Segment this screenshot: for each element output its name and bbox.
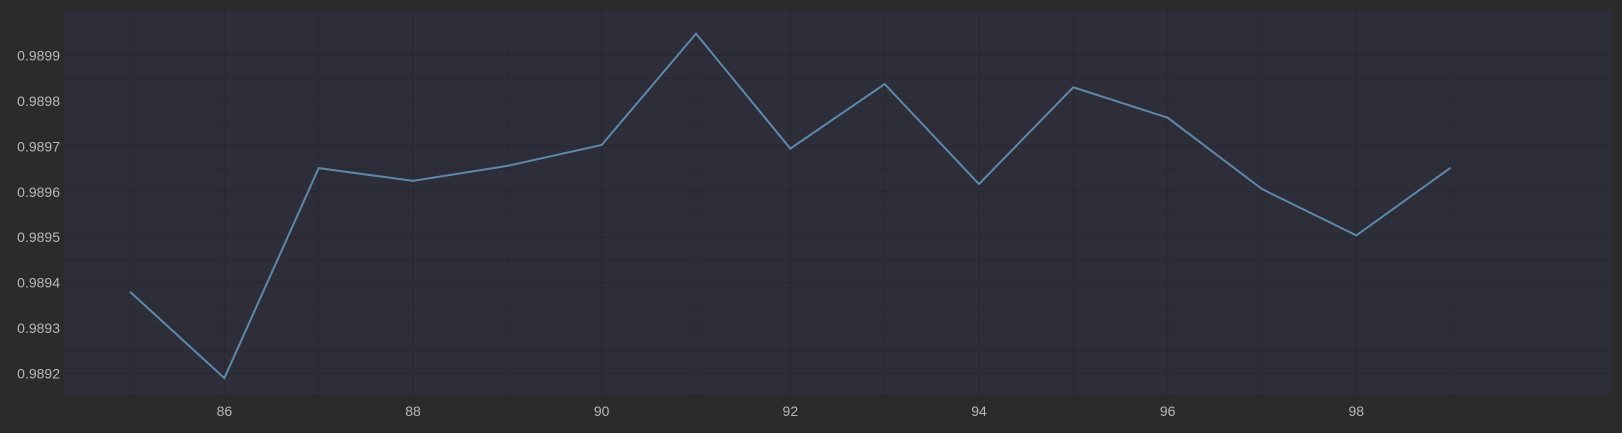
y-tick-label: 0.9895 <box>17 229 60 245</box>
y-tick-label: 0.9899 <box>17 47 60 63</box>
y-tick-label: 0.9892 <box>17 366 60 382</box>
x-tick-label: 90 <box>594 403 610 419</box>
x-tick-label: 96 <box>1160 403 1176 419</box>
plot-area <box>64 10 1611 394</box>
y-tick-label: 0.9898 <box>17 93 60 109</box>
x-axis: 86 88 90 92 94 96 98 <box>217 403 1365 419</box>
y-tick-label: 0.9897 <box>17 138 60 154</box>
x-tick-label: 92 <box>783 403 799 419</box>
y-axis: 0.9892 0.9893 0.9894 0.9895 0.9896 0.9897 0.98… <box>17 47 60 381</box>
y-tick-label: 0.9896 <box>17 184 60 200</box>
x-tick-label: 86 <box>217 403 233 419</box>
y-tick-label: 0.9894 <box>17 275 60 291</box>
x-tick-label: 94 <box>971 403 987 419</box>
x-tick-label: 88 <box>405 403 421 419</box>
x-tick-label: 98 <box>1349 403 1365 419</box>
y-tick-label: 0.9893 <box>17 320 60 336</box>
